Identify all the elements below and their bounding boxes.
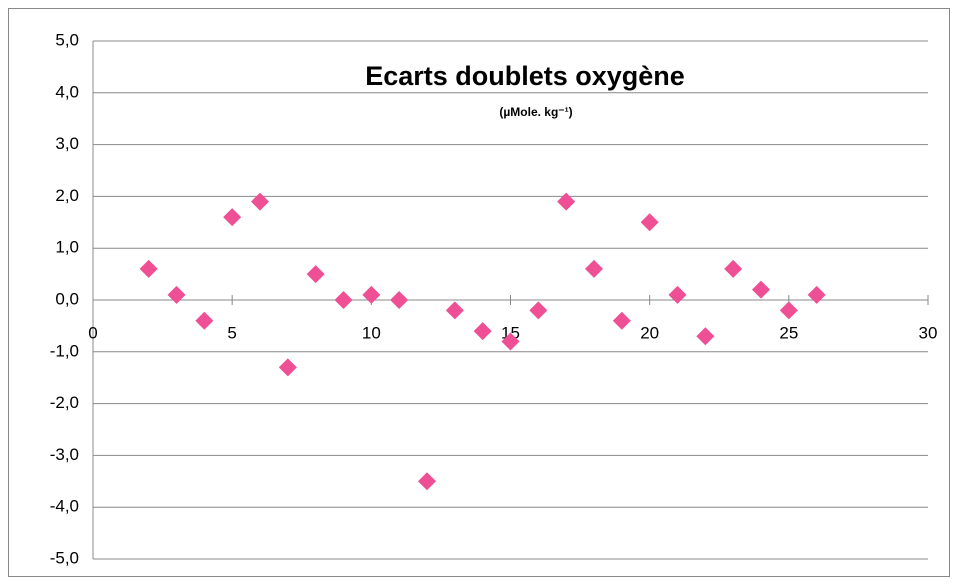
x-tick-label: 10 <box>362 323 381 342</box>
point <box>724 259 743 278</box>
y-tick-label: 3,0 <box>55 134 79 153</box>
y-tick-label: -3,0 <box>50 445 79 464</box>
point <box>390 291 409 309</box>
point <box>640 213 659 232</box>
chart-border <box>8 8 950 577</box>
point <box>473 322 492 341</box>
point <box>529 301 548 320</box>
point <box>668 285 687 304</box>
y-tick-label: -4,0 <box>50 497 79 516</box>
y-tick-label: -5,0 <box>50 548 79 567</box>
y-tick-label: 4,0 <box>55 82 79 101</box>
point <box>195 311 214 330</box>
point <box>306 265 325 284</box>
point <box>362 285 381 304</box>
y-tick-label: 1,0 <box>55 238 79 257</box>
y-tick-label: -1,0 <box>50 341 79 360</box>
point <box>167 285 186 304</box>
y-tick-label: 2,0 <box>55 186 79 205</box>
x-tick-label: 20 <box>640 323 659 342</box>
point <box>278 358 297 377</box>
point <box>612 311 631 330</box>
point <box>807 285 826 304</box>
point <box>139 259 158 278</box>
point <box>418 472 436 491</box>
y-tick-label: 5,0 <box>55 30 79 49</box>
point <box>752 280 770 299</box>
x-tick-label: 25 <box>779 323 798 342</box>
point <box>696 327 715 346</box>
point <box>585 259 603 278</box>
y-tick-label: -2,0 <box>50 393 79 412</box>
point <box>334 291 353 309</box>
point <box>779 301 798 320</box>
x-tick-label: 0 <box>88 323 97 342</box>
point <box>557 192 576 211</box>
chart-title: Ecarts doublets oxygène <box>365 61 685 91</box>
point <box>501 332 520 351</box>
point <box>223 208 242 227</box>
x-tick-label: 30 <box>919 323 938 342</box>
chart-subtitle: (µMole. kg⁻¹) <box>499 105 572 119</box>
point <box>445 301 464 320</box>
point <box>251 192 269 211</box>
x-tick-label: 5 <box>227 323 236 342</box>
y-tick-label: 0,0 <box>55 289 79 308</box>
